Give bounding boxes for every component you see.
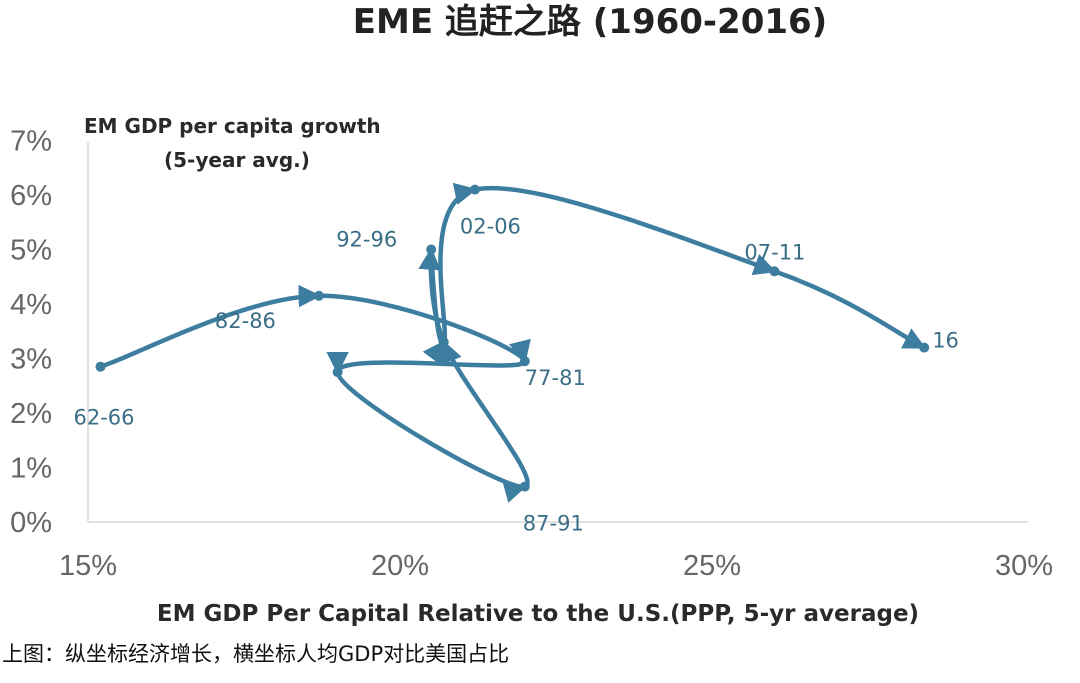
x-tick-labels: 15% 20% 25% 30% [59,550,1053,582]
series-segment [335,369,528,503]
series-segment [440,339,530,489]
x-tick-label: 30% [995,550,1053,582]
point-label: 62-66 [74,406,135,430]
data-point [519,356,530,367]
x-axis-label: EM GDP Per Capital Relative to the U.S.(… [157,601,919,627]
y-tick-label: 5% [10,235,52,267]
data-point [469,184,480,195]
y-tick-label: 0% [10,507,52,539]
data-point [769,266,780,277]
point-label: 77-81 [525,366,586,390]
data-point [519,481,530,492]
x-tick-label: 15% [59,550,117,582]
point-labels-layer: 62-66 82-86 77-81 87-91 92-96 02-06 07-11 16 [74,215,959,536]
caption: 上图：纵坐标经济增长，横坐标人均GDP对比美国占比 [2,642,509,666]
series-segment [472,185,777,276]
series-segment [326,351,528,375]
y-tick-label: 6% [10,180,52,212]
data-points-layer [95,184,930,492]
y-axis-label-line1: EM GDP per capita growth [84,114,381,138]
y-axis-label-line2: (5-year avg.) [164,148,310,172]
data-point [919,342,930,353]
data-point [438,337,449,348]
data-point [95,361,106,372]
y-tick-labels: 0% 1% 2% 3% 4% 5% 6% 7% [10,126,52,540]
point-label: 16 [932,329,959,353]
point-label: 02-06 [460,215,521,239]
point-label: 92-96 [336,228,397,252]
y-tick-label: 3% [10,344,52,376]
point-label: 82-86 [215,309,276,333]
series-segment [438,182,478,345]
x-tick-label: 25% [683,550,741,582]
data-point [426,244,437,255]
series-path-layer [98,182,927,503]
x-tick-label: 20% [371,550,429,582]
y-tick-label: 4% [10,289,52,321]
point-label: 07-11 [744,240,805,264]
data-point [332,367,343,378]
y-tick-label: 7% [10,126,52,158]
chart-title: EME 追赶之路 (1960-2016) [353,2,827,42]
y-tick-label: 2% [10,398,52,430]
y-tick-label: 1% [10,453,52,485]
series-segment [772,269,927,350]
point-label: 87-91 [523,512,584,536]
series-segment [98,284,322,369]
series-segment [316,293,531,364]
data-point [313,290,324,301]
